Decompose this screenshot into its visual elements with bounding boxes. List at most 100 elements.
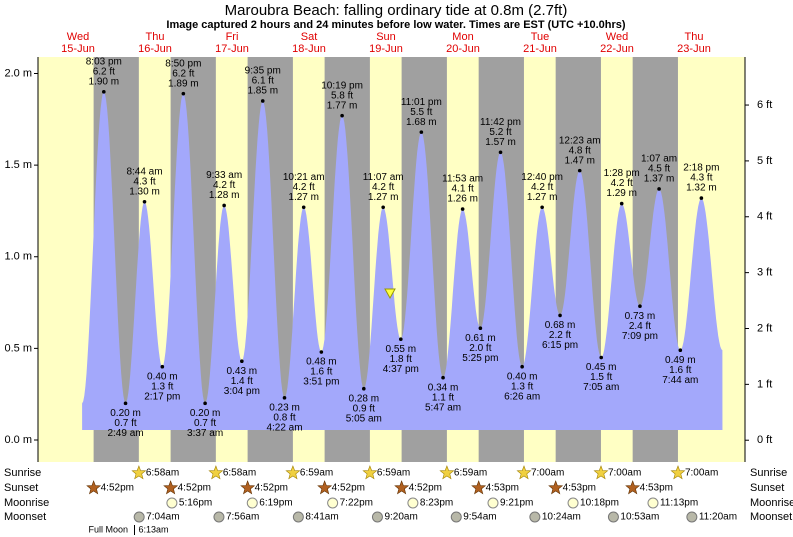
sunset-icon bbox=[548, 480, 564, 495]
tide-label: 2:18 pm bbox=[683, 163, 719, 174]
tide-label: 1.1 ft bbox=[432, 392, 454, 403]
sunrise-icon bbox=[670, 465, 686, 480]
y2-tick-label: 6 ft bbox=[757, 99, 772, 111]
row-label: Moonset bbox=[750, 511, 792, 523]
tide-label: 0.48 m bbox=[306, 357, 337, 368]
tide-label: 2.2 ft bbox=[549, 330, 571, 341]
sunset-time: 4:52pm bbox=[101, 483, 134, 494]
tide-label: 0.34 m bbox=[428, 382, 459, 393]
sunrise-icon bbox=[362, 465, 378, 480]
row-label: Moonrise bbox=[750, 497, 793, 509]
tide-label: 9:33 am bbox=[206, 170, 242, 181]
tide-point bbox=[362, 386, 366, 391]
day-name: Sun bbox=[376, 31, 396, 43]
moon-phase: Full Moon bbox=[89, 524, 129, 534]
tide-label: 1.27 m bbox=[527, 192, 558, 203]
moonset-icon bbox=[607, 511, 619, 523]
tide-label: 2:17 pm bbox=[144, 391, 180, 402]
moonrise-icon bbox=[246, 497, 258, 509]
moonset-time: 7:56am bbox=[226, 512, 259, 523]
sunrise-time: 7:00am bbox=[531, 468, 564, 479]
day-date: 21-Jun bbox=[523, 43, 557, 55]
tide-point bbox=[123, 401, 128, 406]
sunset-time: 4:53pm bbox=[563, 483, 596, 494]
moonrise-time: 9:21pm bbox=[500, 498, 533, 509]
tide-label: 8:50 pm bbox=[165, 58, 201, 69]
tide-label: 0.68 m bbox=[545, 320, 576, 331]
tide-label: 12:23 am bbox=[559, 135, 601, 146]
tide-label: 0.61 m bbox=[465, 333, 496, 344]
y2-tick-label: 1 ft bbox=[757, 378, 772, 390]
moonrise-icon bbox=[166, 497, 178, 509]
tide-label: 1.30 m bbox=[129, 186, 160, 197]
sunrise-time: 6:59am bbox=[300, 468, 333, 479]
chart-title: Maroubra Beach: falling ordinary tide at… bbox=[225, 2, 568, 19]
tide-point bbox=[222, 203, 226, 208]
tide-area bbox=[82, 91, 723, 431]
tide-label: 1.26 m bbox=[447, 194, 478, 205]
tide-point bbox=[102, 90, 106, 94]
tide-point bbox=[520, 364, 524, 369]
moonrise-time: 8:23pm bbox=[420, 498, 453, 509]
plot: 0.0 m 0.5 m 1.0 m 1.5 m 2.0 m 0 ft 1 ft 2 ft 3 f… bbox=[4, 31, 793, 535]
tide-label: 5:25 pm bbox=[462, 353, 498, 364]
y2-tick-label: 4 ft bbox=[757, 211, 772, 223]
tide-label: 0.8 ft bbox=[273, 413, 295, 424]
moonset-time: 8:41am bbox=[305, 512, 338, 523]
tide-label: 1:28 pm bbox=[604, 168, 640, 179]
moonset-icon bbox=[529, 511, 541, 523]
tide-label: 0.7 ft bbox=[114, 418, 136, 429]
tide-point bbox=[638, 304, 642, 309]
tide-label: 0.73 m bbox=[625, 311, 656, 322]
tide-label: 1:07 am bbox=[641, 154, 677, 165]
tide-label: 1.85 m bbox=[247, 86, 278, 97]
y-tick-label: 0.5 m bbox=[4, 342, 32, 354]
tide-label: 1.27 m bbox=[288, 192, 319, 203]
tide-label: 2.4 ft bbox=[629, 321, 651, 332]
row-label: Sunset bbox=[750, 482, 784, 494]
moonrise-time: 6:19pm bbox=[259, 498, 292, 509]
tide-label: 7:05 am bbox=[583, 382, 619, 393]
tide-point bbox=[181, 91, 186, 96]
tide-label: 1.5 ft bbox=[590, 372, 612, 383]
row-label: Sunrise bbox=[750, 467, 787, 479]
tide-label: 6:15 pm bbox=[542, 340, 578, 351]
y-tick-label: 2.0 m bbox=[4, 67, 32, 79]
day-name: Sat bbox=[301, 31, 318, 43]
tide-label: 4.3 ft bbox=[690, 173, 712, 184]
tide-label: 4.8 ft bbox=[569, 145, 591, 156]
tide-label: 4:22 am bbox=[266, 423, 302, 434]
tide-label: 0.40 m bbox=[507, 371, 538, 382]
moonset-icon bbox=[213, 511, 225, 523]
tide-label: 1.8 ft bbox=[390, 354, 412, 365]
tide-label: 0.9 ft bbox=[353, 403, 375, 414]
tide-point bbox=[340, 113, 344, 118]
sunrise-icon bbox=[131, 465, 147, 480]
tide-label: 5:05 am bbox=[346, 413, 382, 424]
moonset-time: 9:54am bbox=[463, 512, 496, 523]
tide-label: 0.28 m bbox=[349, 393, 380, 404]
tide-label: 8:44 am bbox=[126, 166, 162, 177]
tide-point bbox=[203, 401, 207, 406]
day-date: 20-Jun bbox=[446, 43, 480, 55]
tide-label: 0.7 ft bbox=[194, 418, 216, 429]
tide-label: 4.2 ft bbox=[293, 182, 315, 193]
tide-label: 3:04 pm bbox=[224, 386, 260, 397]
tide-label: 1.3 ft bbox=[511, 381, 533, 392]
tide-label: 1.4 ft bbox=[231, 376, 253, 387]
day-name: Thu bbox=[685, 31, 704, 43]
tide-label: 1.3 ft bbox=[151, 381, 173, 392]
tide-label: 1.28 m bbox=[209, 190, 240, 201]
sunset-icon bbox=[240, 480, 256, 495]
tide-label: 1.57 m bbox=[485, 137, 516, 148]
tide-point bbox=[498, 150, 503, 155]
sunrise-time: 6:59am bbox=[454, 468, 487, 479]
tide-label: 12:40 pm bbox=[521, 172, 563, 183]
tide-point bbox=[699, 196, 704, 200]
tide-label: 11:42 pm bbox=[480, 117, 521, 128]
moonrise-time: 10:18pm bbox=[580, 498, 619, 509]
tide-point bbox=[599, 355, 604, 360]
tide-label: 1.89 m bbox=[168, 78, 199, 89]
tide-point bbox=[540, 205, 544, 210]
